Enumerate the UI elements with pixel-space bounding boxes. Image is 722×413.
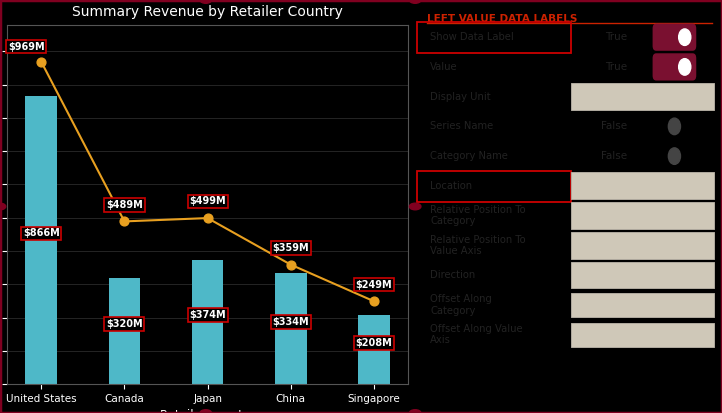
Bar bbox=[108, 278, 140, 384]
Text: LEFT VALUE DATA LABELS: LEFT VALUE DATA LABELS bbox=[427, 14, 578, 24]
Text: $249M: $249M bbox=[356, 280, 392, 290]
Text: Display Unit: Display Unit bbox=[430, 92, 491, 102]
FancyBboxPatch shape bbox=[571, 293, 714, 317]
Text: 0: 0 bbox=[582, 300, 588, 310]
Text: $208M: $208M bbox=[355, 338, 392, 348]
Bar bbox=[192, 260, 223, 384]
Text: $374M: $374M bbox=[189, 310, 226, 320]
FancyBboxPatch shape bbox=[571, 83, 714, 110]
Text: False: False bbox=[601, 151, 627, 161]
Text: Center: Center bbox=[582, 240, 617, 250]
Point bbox=[118, 218, 130, 225]
Point bbox=[368, 298, 380, 304]
Text: Series Name: Series Name bbox=[430, 121, 494, 131]
Circle shape bbox=[679, 29, 691, 45]
Text: Auto: Auto bbox=[582, 92, 606, 102]
Point bbox=[35, 58, 47, 65]
Text: $499M: $499M bbox=[189, 197, 226, 206]
Text: Direction: Direction bbox=[430, 270, 476, 280]
Title: Summary Revenue by Retailer Country: Summary Revenue by Retailer Country bbox=[72, 5, 343, 19]
FancyBboxPatch shape bbox=[571, 232, 714, 259]
Text: $969M: $969M bbox=[8, 42, 45, 52]
Text: Relative Position To
Category: Relative Position To Category bbox=[430, 205, 526, 226]
Text: Horizontal: Horizontal bbox=[582, 270, 635, 280]
Text: ⌄: ⌄ bbox=[699, 211, 708, 221]
Bar bbox=[358, 315, 390, 384]
Circle shape bbox=[669, 118, 680, 135]
FancyBboxPatch shape bbox=[571, 202, 714, 229]
Text: True: True bbox=[605, 62, 627, 72]
Text: $334M: $334M bbox=[272, 317, 309, 327]
FancyBboxPatch shape bbox=[653, 53, 696, 81]
FancyBboxPatch shape bbox=[571, 323, 714, 347]
Text: Location: Location bbox=[430, 181, 472, 191]
Bar bbox=[25, 96, 57, 384]
Text: Category Name: Category Name bbox=[430, 151, 508, 161]
Text: ⌄: ⌄ bbox=[699, 92, 708, 102]
Text: ⌄: ⌄ bbox=[699, 270, 708, 280]
Text: $489M: $489M bbox=[106, 200, 143, 210]
Text: True: True bbox=[605, 32, 627, 42]
Text: $320M: $320M bbox=[106, 319, 143, 329]
FancyBboxPatch shape bbox=[571, 172, 714, 199]
Point bbox=[202, 215, 214, 221]
Text: Show Data Label: Show Data Label bbox=[430, 32, 514, 42]
Text: 0: 0 bbox=[582, 330, 588, 339]
Text: False: False bbox=[601, 121, 627, 131]
FancyBboxPatch shape bbox=[571, 262, 714, 288]
Circle shape bbox=[679, 59, 691, 75]
Text: Relative Position To
Value Axis: Relative Position To Value Axis bbox=[430, 235, 526, 256]
Bar bbox=[275, 273, 307, 384]
Text: Value: Value bbox=[430, 62, 458, 72]
Circle shape bbox=[669, 148, 680, 164]
Text: ⌄: ⌄ bbox=[699, 240, 708, 250]
Text: ⌄: ⌄ bbox=[699, 181, 708, 191]
Text: On Slice: On Slice bbox=[582, 181, 625, 191]
FancyBboxPatch shape bbox=[653, 24, 696, 51]
X-axis label: Retailer country: Retailer country bbox=[160, 409, 255, 413]
Text: Far: Far bbox=[582, 211, 598, 221]
Point bbox=[285, 261, 297, 268]
Text: Offset Along Value
Axis: Offset Along Value Axis bbox=[430, 324, 523, 345]
Text: Offset Along
Category: Offset Along Category bbox=[430, 294, 492, 316]
Text: $359M: $359M bbox=[272, 243, 309, 253]
Text: $866M: $866M bbox=[23, 228, 60, 238]
